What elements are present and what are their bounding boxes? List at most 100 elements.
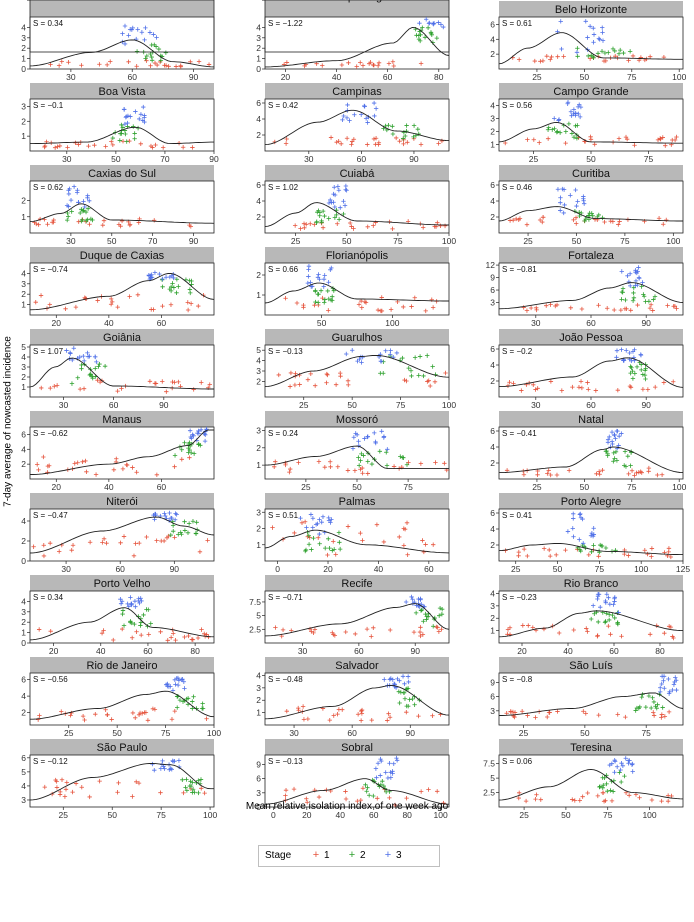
data-point-stage-1 [662, 630, 667, 636]
panel-frame [264, 262, 450, 316]
data-point-stage-1 [84, 469, 89, 475]
data-point-stage-3 [128, 114, 133, 119]
panel-stat-label: S = −0.81 [502, 265, 537, 274]
y-tick-label: 4 [490, 442, 495, 452]
data-point-stage-2 [132, 621, 137, 627]
data-point-stage-2 [417, 354, 423, 359]
data-point-stage-1 [304, 796, 309, 801]
x-tick-label: 25 [532, 482, 542, 492]
data-point-stage-3 [168, 684, 173, 689]
data-point-stage-1 [138, 141, 143, 147]
data-point-stage-1 [563, 140, 568, 146]
data-point-stage-2 [331, 288, 337, 293]
data-point-stage-1 [593, 388, 599, 393]
data-point-stage-1 [154, 62, 160, 68]
data-point-stage-3 [135, 27, 140, 32]
x-tick-label: 100 [203, 810, 217, 820]
data-point-stage-3 [585, 35, 590, 40]
data-point-stage-1 [503, 140, 508, 146]
data-point-stage-1 [70, 543, 76, 548]
data-point-stage-2 [323, 545, 328, 551]
panel-stat-label: S = 0.06 [502, 757, 533, 766]
panel-frame [29, 590, 215, 644]
data-point-stage-1 [133, 715, 138, 720]
facet-strip [499, 247, 683, 263]
data-point-stage-3 [198, 427, 204, 433]
data-point-stage-1 [521, 546, 527, 552]
data-point-stage-2 [631, 290, 636, 296]
data-point-stage-1 [131, 553, 137, 559]
data-point-stage-1 [373, 136, 379, 141]
data-point-stage-3 [71, 346, 77, 351]
data-point-stage-2 [608, 788, 613, 793]
data-point-stage-1 [617, 219, 622, 224]
data-point-stage-1 [114, 456, 119, 461]
panel-frame [29, 262, 215, 316]
y-tick-label: 4 [21, 268, 26, 278]
data-point-stage-2 [437, 605, 443, 611]
y-tick-label: 6 [256, 98, 261, 108]
data-point-stage-3 [607, 762, 612, 768]
data-point-stage-3 [619, 269, 624, 274]
x-tick-label: 100 [442, 400, 456, 410]
panel-stat-label: S = −0.56 [33, 675, 68, 684]
data-point-stage-3 [383, 770, 388, 775]
fitted-curve [29, 273, 215, 311]
y-tick-label: 3 [490, 706, 495, 716]
data-point-stage-3 [403, 599, 409, 605]
data-point-stage-1 [137, 710, 143, 716]
x-tick-label: 75 [620, 236, 630, 246]
data-point-stage-3 [400, 674, 406, 679]
data-point-stage-1 [516, 217, 521, 223]
data-point-stage-2 [612, 456, 617, 461]
data-point-stage-2 [337, 540, 342, 545]
data-point-stage-3 [379, 429, 384, 434]
legend-item-stage-2: +2 [347, 849, 366, 861]
data-point-stage-1 [662, 714, 668, 719]
data-point-stage-1 [80, 713, 86, 719]
data-point-stage-1 [585, 629, 590, 634]
data-point-stage-2 [552, 126, 557, 131]
data-point-stage-1 [299, 520, 305, 525]
data-point-stage-2 [182, 519, 187, 524]
y-tick-label: 2 [490, 212, 495, 222]
data-point-stage-3 [375, 761, 381, 766]
x-tick-label: 25 [519, 728, 529, 738]
data-point-stage-1 [541, 546, 547, 551]
data-point-stage-3 [336, 188, 342, 193]
data-point-stage-1 [144, 58, 149, 63]
data-point-stage-3 [381, 435, 387, 440]
data-point-stage-2 [436, 613, 442, 618]
x-tick-label: 30 [62, 154, 72, 164]
data-point-stage-1 [404, 710, 409, 715]
data-point-stage-1 [339, 62, 345, 68]
data-point-stage-1 [73, 140, 78, 146]
fitted-curve [499, 446, 684, 474]
data-point-stage-2 [412, 355, 418, 360]
data-point-stage-1 [427, 383, 433, 389]
y-tick-label: 2 [21, 116, 26, 126]
data-point-stage-3 [406, 679, 411, 685]
data-point-stage-1 [54, 383, 60, 388]
data-point-stage-1 [48, 628, 53, 634]
data-point-stage-2 [610, 612, 615, 618]
data-point-stage-2 [156, 46, 162, 52]
data-point-stage-2 [120, 608, 126, 613]
x-tick-label: 40 [336, 810, 346, 820]
y-tick-label: 3 [256, 788, 261, 798]
data-point-stage-3 [85, 195, 90, 201]
panel-stat-label: S = 0.79 [268, 0, 299, 2]
data-point-stage-3 [633, 278, 639, 284]
data-point-stage-1 [646, 469, 651, 474]
data-point-stage-1 [335, 711, 340, 717]
data-point-stage-3 [573, 110, 578, 116]
data-point-stage-2 [102, 363, 108, 369]
data-point-stage-3 [196, 428, 201, 434]
fitted-curve [30, 690, 215, 720]
data-point-stage-1 [333, 382, 339, 387]
data-point-stage-3 [162, 766, 167, 771]
data-point-stage-3 [174, 512, 179, 517]
data-point-stage-1 [371, 625, 376, 631]
